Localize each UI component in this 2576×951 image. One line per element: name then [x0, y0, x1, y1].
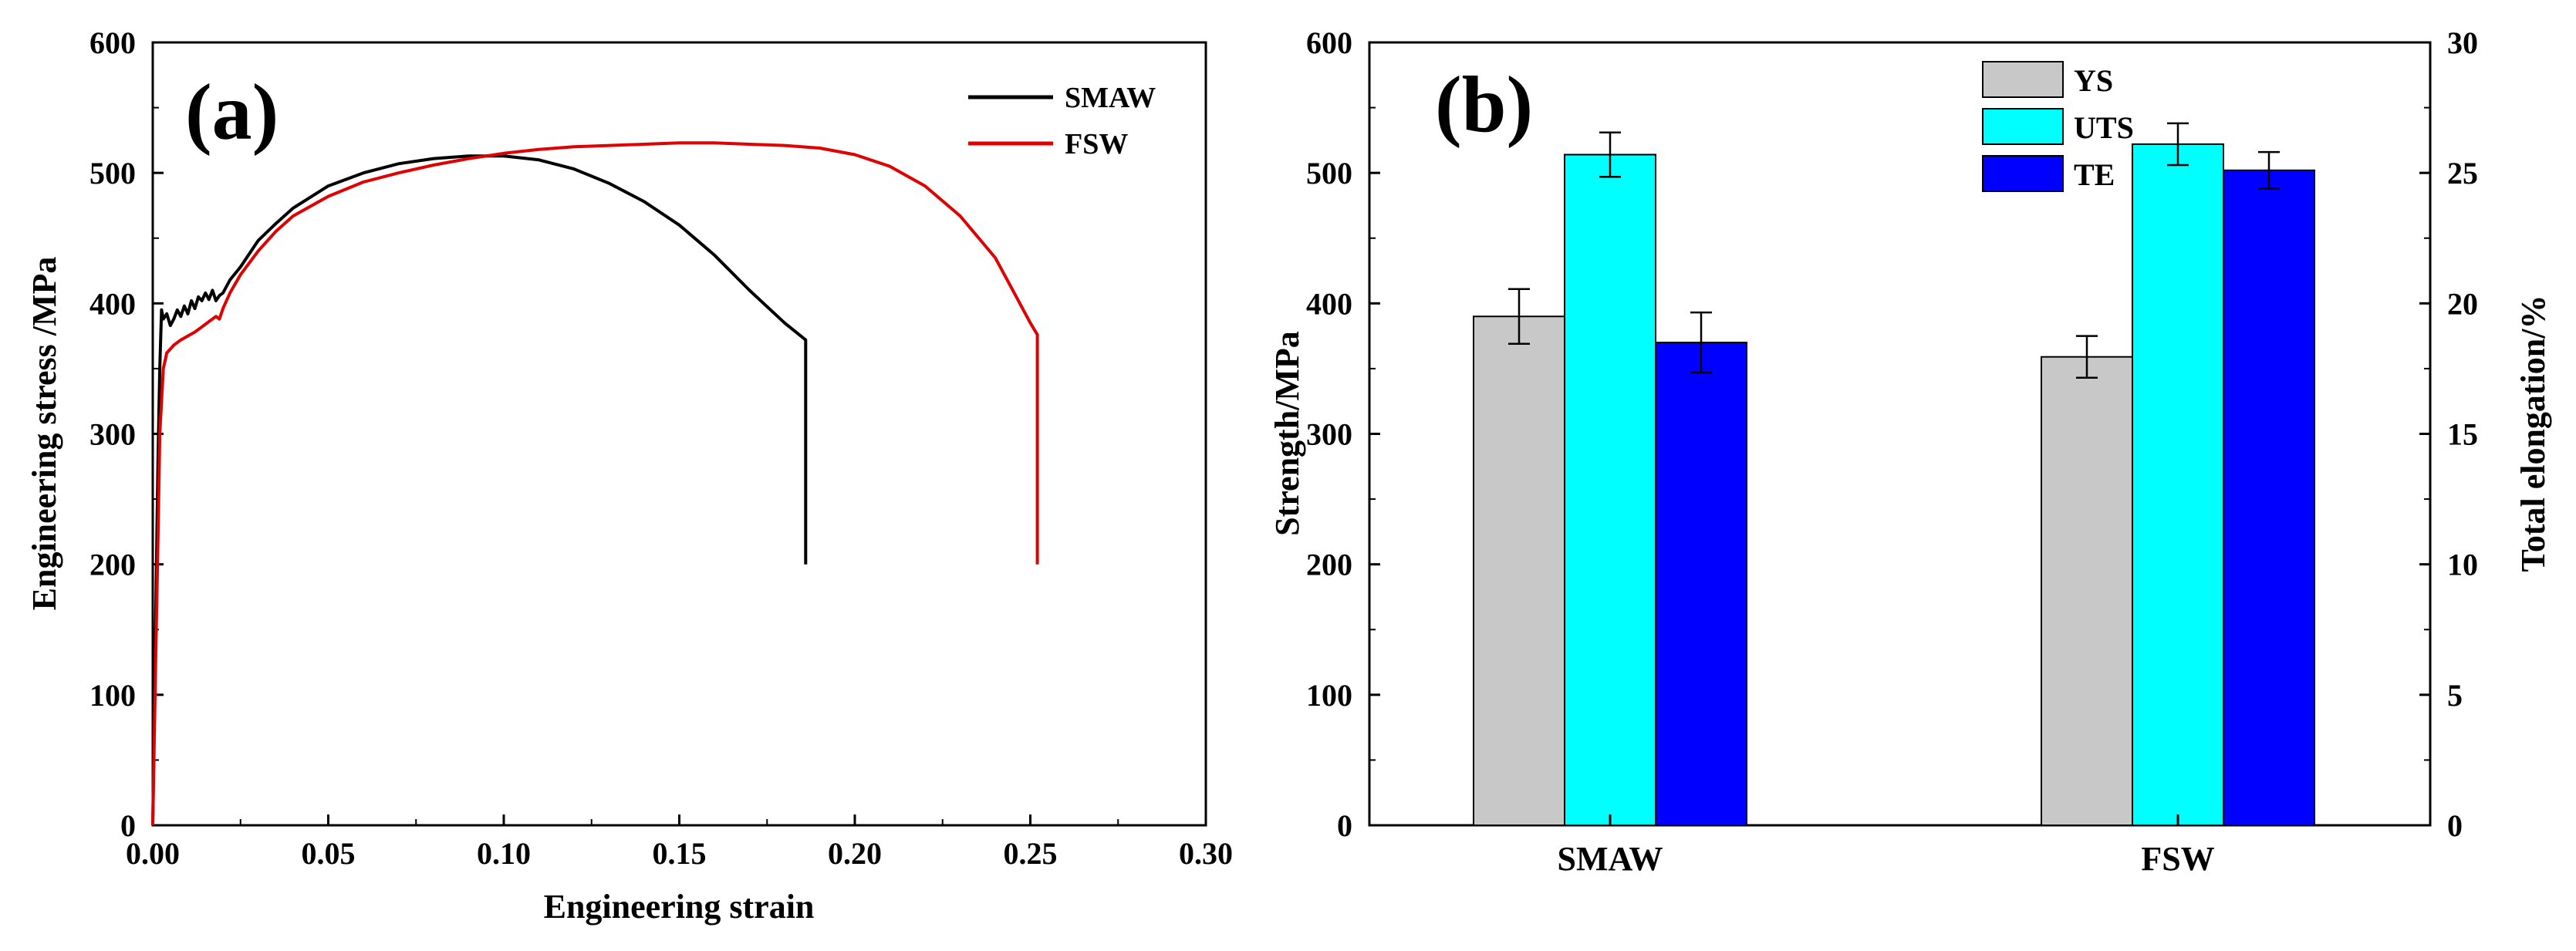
legend-label-smaw: SMAW — [1065, 82, 1156, 114]
x-tick-label: 0.30 — [1179, 836, 1233, 871]
bar-te-fsw — [2223, 169, 2315, 827]
panel-b-bars — [1473, 122, 2315, 827]
left-tick-label: 600 — [1306, 25, 1352, 60]
right-tick-label: 25 — [2447, 156, 2478, 191]
right-tick-label: 10 — [2447, 548, 2478, 582]
panel-b-legend: YS UTS TE — [1982, 61, 2134, 192]
category-label: SMAW — [1558, 840, 1663, 878]
right-tick-label: 0 — [2447, 808, 2463, 843]
left-tick-label: 200 — [1306, 548, 1352, 582]
series-line-smaw — [151, 154, 808, 826]
category-label: FSW — [2141, 840, 2214, 878]
panel-b-right-ticks: 0 5 10 15 20 25 30 — [2419, 25, 2478, 843]
bar-uts-smaw — [1564, 153, 1656, 826]
y-tick-label: 200 — [89, 548, 136, 582]
right-tick-label: 30 — [2447, 25, 2478, 60]
panel-b-bar-chart: 0 100 200 300 400 500 600 0 5 10 15 20 25 30 SMAW FSW… — [1268, 25, 2552, 878]
panel-b-category-labels: SMAW FSW — [1558, 814, 2215, 878]
left-tick-label: 0 — [1337, 808, 1352, 843]
bar-te-smaw — [1655, 342, 1747, 827]
right-tick-label: 5 — [2447, 678, 2463, 713]
y-tick-label: 0 — [120, 808, 136, 843]
legend-label-fsw: FSW — [1065, 128, 1128, 160]
right-tick-label: 20 — [2447, 286, 2478, 321]
x-tick-label: 0.15 — [653, 836, 707, 871]
x-tick-label: 0.10 — [477, 836, 531, 871]
right-tick-label: 15 — [2447, 417, 2478, 452]
left-tick-label: 500 — [1306, 156, 1352, 191]
legend-label-te: TE — [2074, 157, 2115, 192]
panel-a-x-axis-label: Engineering strain — [544, 888, 815, 926]
y-tick-label: 400 — [89, 286, 136, 321]
y-tick-label: 500 — [89, 156, 136, 191]
panel-b-left-ticks: 0 100 200 300 400 500 600 — [1306, 25, 1380, 843]
legend-swatch-ys — [1982, 61, 2064, 98]
series-line-fsw — [151, 141, 1039, 826]
panel-b-label: (b) — [1435, 60, 1533, 149]
bar-uts-fsw — [2132, 143, 2224, 826]
x-tick-label: 0.05 — [302, 836, 356, 871]
x-tick-label: 0.20 — [828, 836, 882, 871]
left-tick-label: 400 — [1306, 286, 1352, 321]
legend-swatch-uts — [1982, 108, 2064, 145]
panel-a-x-ticks: 0.00 0.05 0.10 0.15 0.20 0.25 0.30 — [126, 814, 1233, 871]
left-tick-label: 300 — [1306, 417, 1352, 452]
y-tick-label: 100 — [89, 678, 136, 713]
bar-ys-fsw — [2041, 356, 2133, 827]
y-tick-label: 600 — [89, 25, 136, 60]
left-tick-label: 100 — [1306, 678, 1352, 713]
panel-a-label: (a) — [185, 68, 279, 157]
panel-a-line-chart: 0.00 0.05 0.10 0.15 0.20 0.25 0.30 0 100 200 300 4… — [25, 25, 1233, 926]
panel-a-plot-frame — [151, 41, 1207, 827]
legend-label-ys: YS — [2074, 63, 2113, 98]
legend-swatch-te — [1982, 155, 2064, 192]
panel-a-y-ticks: 0 100 200 300 400 500 600 — [89, 25, 164, 843]
panel-a-series — [151, 141, 1039, 826]
panel-a-legend: SMAW FSW — [968, 82, 1156, 160]
bar-ys-smaw — [1473, 315, 1565, 826]
x-tick-label: 0.25 — [1004, 836, 1058, 871]
panel-b-right-axis-label: Total elongation/% — [2514, 295, 2552, 572]
panel-b-left-axis-label: Strength/MPa — [1268, 331, 1306, 536]
legend-label-uts: UTS — [2074, 110, 2134, 145]
panel-a-y-axis-label: Engineering stress /MPa — [25, 257, 63, 611]
x-tick-label: 0.00 — [126, 836, 180, 871]
y-tick-label: 300 — [89, 417, 136, 452]
